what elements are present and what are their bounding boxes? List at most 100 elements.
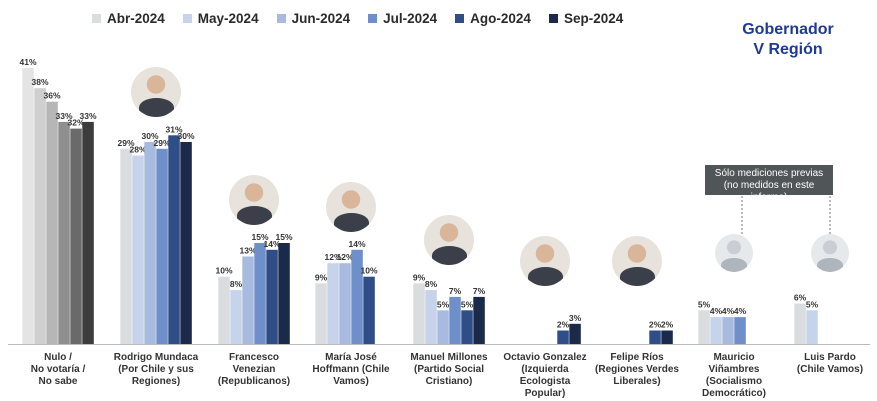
category-label-line: Viñambres (708, 364, 760, 375)
previous-measurements-note: Sólo mediciones previas (no medidos en e… (705, 165, 833, 203)
legend-swatch (182, 13, 192, 23)
photo-silhouette (236, 206, 272, 226)
legend-swatch (276, 13, 286, 23)
bar-value-label: 41% (19, 57, 36, 67)
chart-title: Gobernador V Región (720, 20, 856, 60)
category-label-line: Democrático) (702, 388, 766, 399)
bar (70, 128, 82, 344)
bar (180, 142, 192, 344)
category-label-line: (Chile Vamos) (796, 364, 864, 375)
bar-value-label: 2% (661, 320, 674, 330)
candidate-photo (326, 181, 376, 232)
category-label-line: Liberales) (613, 376, 661, 387)
bar-value-label: 2% (557, 320, 570, 330)
bar (363, 276, 375, 344)
bar-value-label: 8% (425, 279, 438, 289)
category-label: Rodrigo Mundaca (Por Chile y sus Regiones) (110, 352, 202, 388)
candidate-photo (229, 175, 279, 226)
category-label-line: Cristiano) (425, 376, 473, 387)
photo-silhouette (816, 257, 844, 272)
legend-label: Jun-2024 (291, 10, 351, 26)
bar (242, 256, 254, 344)
bar-value-label: 29% (117, 138, 134, 148)
bar (722, 317, 734, 344)
bar-value-label: 33% (55, 111, 72, 121)
bar-value-label: 30% (141, 131, 158, 141)
candidate-photo (131, 67, 181, 118)
category-label-line: Francesco (228, 352, 280, 363)
category-label: Mauricio Viñambres (Socialismo Democrático) (688, 352, 780, 400)
legend-label: Abr-2024 (107, 10, 165, 26)
bar-value-label: 13% (239, 246, 256, 256)
category-label-line: Luis Pardo (804, 352, 856, 363)
bar-value-label: 5% (461, 299, 474, 309)
bar (569, 323, 581, 344)
category-label-line: (Regiones Verdes (595, 364, 679, 375)
bar (168, 135, 180, 344)
bar-value-label: 10% (215, 266, 232, 276)
candidate-photo (811, 234, 849, 272)
category-label-line: Ecologista (519, 376, 571, 387)
chart-legend: Abr-2024 May-2024 Jun-2024 Jul-2024 Ago-2024… (92, 8, 623, 28)
bar-value-label: 9% (315, 272, 328, 282)
bar (461, 310, 473, 344)
bar-value-label: 4% (722, 306, 735, 316)
bar-value-label: 36% (43, 91, 60, 101)
bar-value-label: 6% (794, 293, 807, 303)
legend-swatch (368, 13, 378, 23)
photo-silhouette (431, 246, 467, 266)
candidate-photo (424, 215, 474, 266)
bar-value-label: 12% (324, 252, 341, 262)
legend-label: Jul-2024 (383, 10, 438, 26)
chart-title-line-2: V Región (753, 41, 823, 58)
bar (698, 310, 710, 344)
category-label-line: (Izquierda (521, 364, 569, 375)
category-label-line: Hoffmann (Chile (312, 364, 390, 375)
bar-value-label: 32% (67, 118, 84, 128)
legend-item: Ago-2024 (455, 11, 531, 26)
category-label-line: Manuel Millones (410, 352, 488, 363)
category-label-line: (Socialismo (705, 376, 763, 387)
category-label: Octavio Gonzalez (Izquierda Ecologista Popu… (499, 352, 591, 400)
category-label-line: Mauricio (713, 352, 755, 363)
bar-value-label: 5% (437, 299, 450, 309)
bar-value-label: 5% (698, 299, 711, 309)
bar (327, 263, 339, 344)
bar (315, 283, 327, 344)
candidate-photo (715, 234, 753, 272)
bar (437, 310, 449, 344)
legend-item: Abr-2024 (92, 11, 165, 26)
bar-value-label: 33% (79, 111, 96, 121)
bar (649, 330, 661, 344)
note-line-1: Sólo mediciones previas (714, 168, 824, 179)
bar (473, 296, 485, 344)
category-label-line: Rodrigo Mundaca (113, 352, 199, 363)
bar-value-label: 3% (569, 313, 582, 323)
bar (710, 317, 722, 344)
legend-item: Jun-2024 (276, 10, 351, 26)
bar-value-label: 4% (710, 306, 723, 316)
category-label: Nulo / No votaría / No sabe (12, 352, 104, 388)
bar-value-label: 15% (275, 232, 292, 242)
photo-silhouette (527, 267, 563, 286)
bar (132, 155, 144, 344)
photo-silhouette (720, 257, 748, 272)
bar (218, 276, 230, 344)
bar-value-label: 9% (413, 272, 426, 282)
legend-item: Jul-2024 (368, 11, 437, 26)
legend-item: May-2024 (182, 11, 259, 26)
category-label: Manuel Millones (Partido Social Cristiano) (403, 352, 495, 388)
bar-value-label: 14% (263, 239, 280, 249)
photo-silhouette (138, 98, 174, 118)
category-label-line: Nulo / (44, 352, 72, 363)
bar (413, 283, 425, 344)
note-line-2: (no medidos en este informe) (723, 180, 815, 203)
bar-value-label: 15% (251, 232, 268, 242)
bar (34, 88, 46, 344)
bar (22, 68, 34, 344)
bar-value-label: 28% (129, 145, 146, 155)
category-label: Luis Pardo (Chile Vamos) (784, 352, 876, 376)
bar (449, 296, 461, 344)
bar-value-label: 29% (153, 138, 170, 148)
